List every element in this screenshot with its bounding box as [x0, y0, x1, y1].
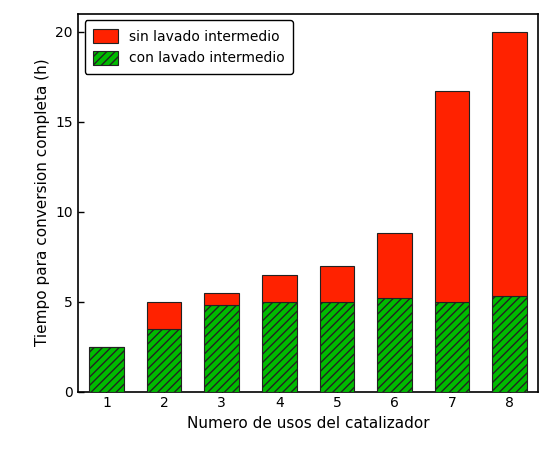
Bar — [147, 302, 181, 328]
Bar — [492, 32, 527, 296]
Bar — [377, 233, 412, 298]
Legend: sin lavado intermedio, con lavado intermedio: sin lavado intermedio, con lavado interm… — [85, 20, 293, 74]
Bar — [204, 305, 239, 392]
Bar — [262, 302, 296, 392]
Bar — [147, 328, 181, 392]
Bar — [435, 91, 470, 302]
Bar — [89, 346, 124, 392]
Bar — [320, 302, 354, 392]
X-axis label: Numero de usos del catalizador: Numero de usos del catalizador — [186, 416, 430, 431]
Bar — [204, 292, 239, 305]
Bar — [435, 302, 470, 392]
Bar — [492, 296, 527, 392]
Bar — [320, 266, 354, 302]
Bar — [377, 298, 412, 392]
Bar — [262, 274, 296, 302]
Y-axis label: Tiempo para conversion completa (h): Tiempo para conversion completa (h) — [34, 58, 49, 346]
